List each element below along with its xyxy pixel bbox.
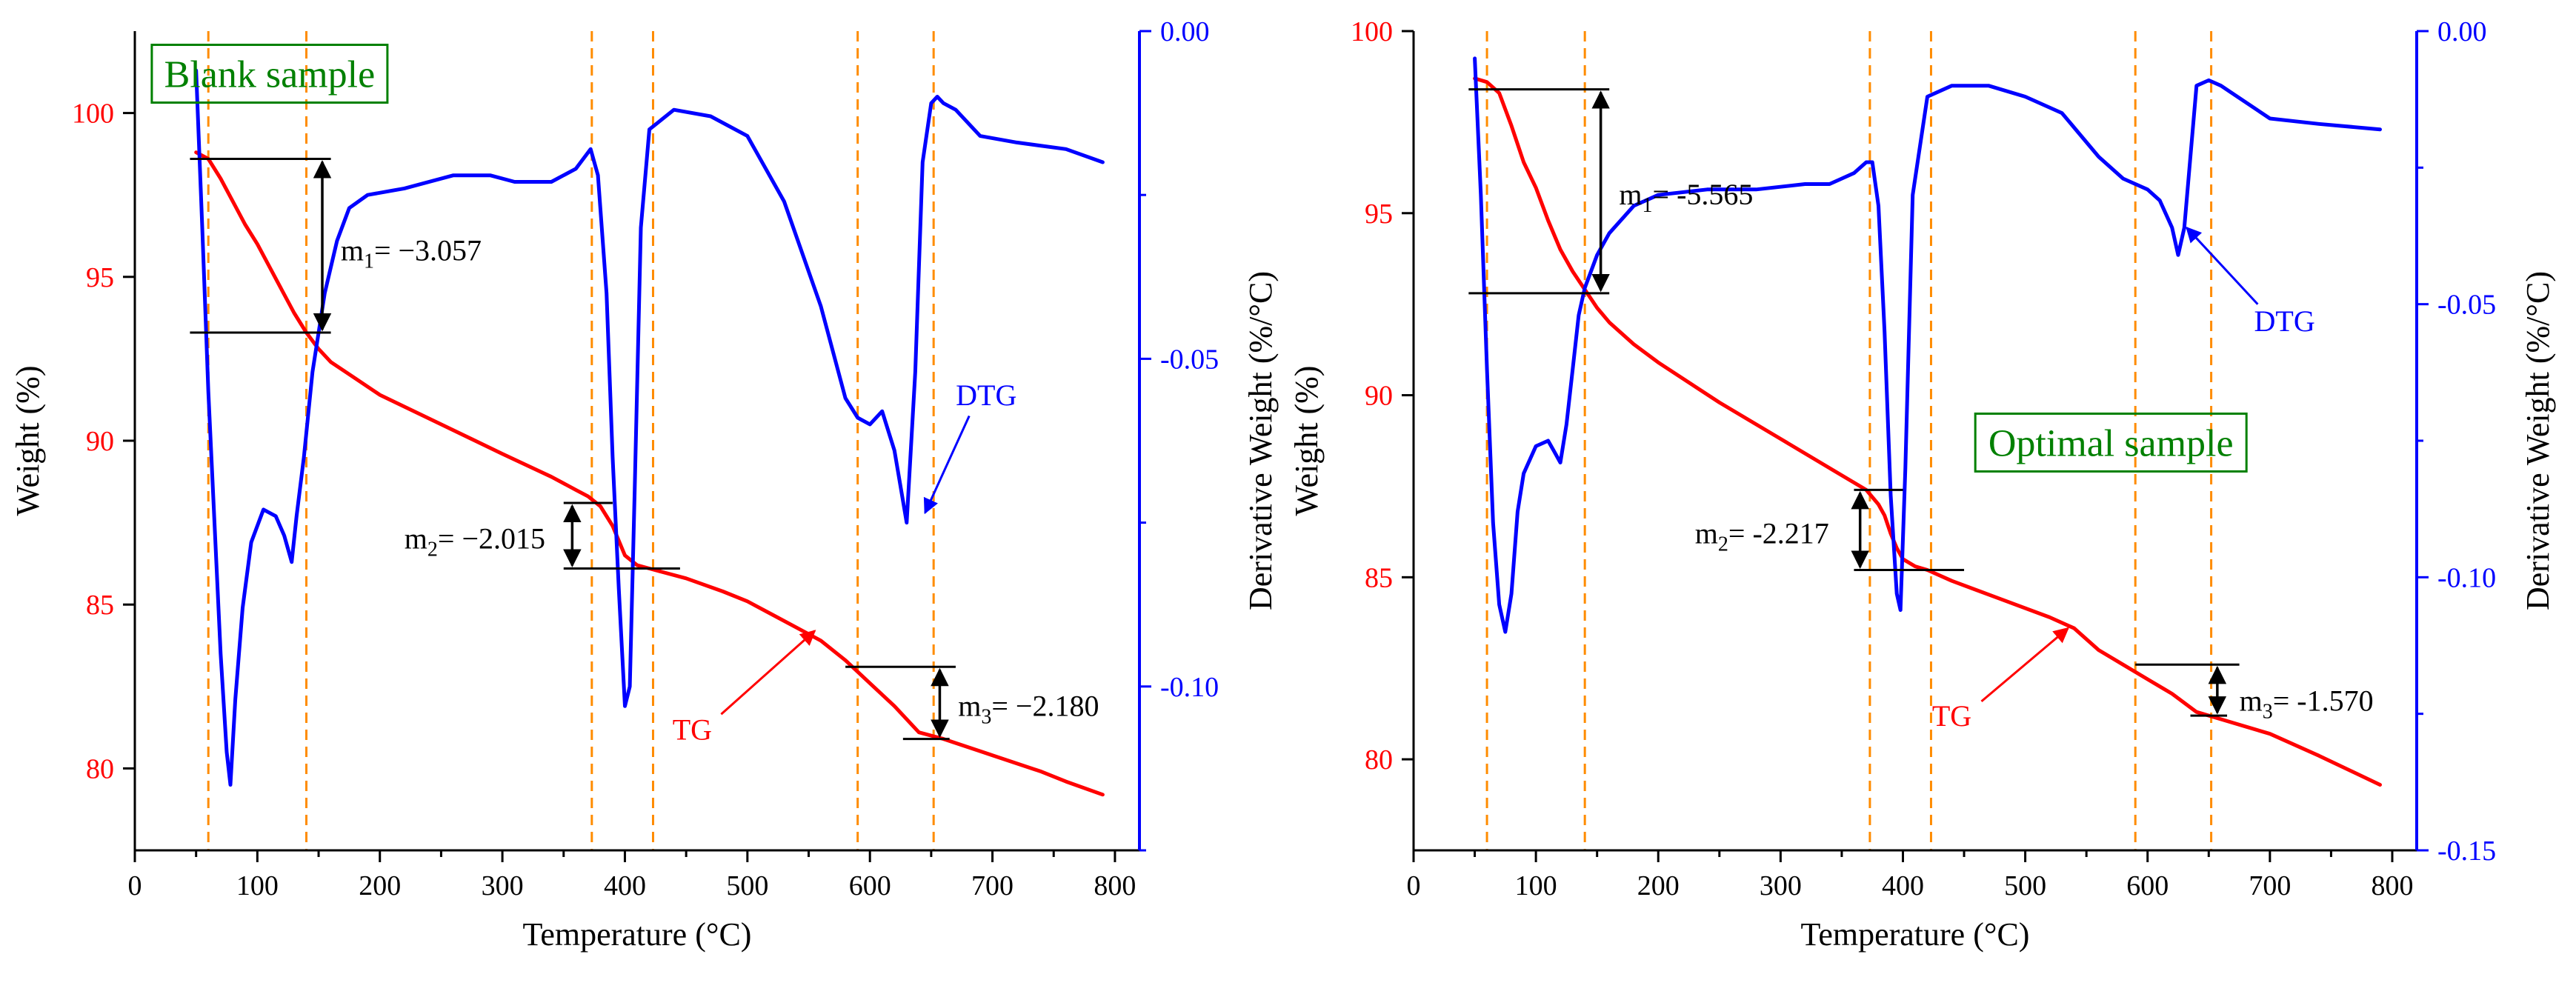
series-line-dtg <box>1473 56 2382 634</box>
y2-axis-label: Derivative Weight (%/°C) <box>1242 271 1279 610</box>
mass-loss-label: m2= -2.217 <box>1695 516 1829 556</box>
dtg-label: DTG <box>956 379 1016 412</box>
x-tick-label: 0 <box>128 870 142 901</box>
y-tick-label: 100 <box>1351 16 1393 47</box>
dtg-pointer-arrow <box>2186 226 2259 305</box>
sample-label: Optimal sample <box>1988 422 2234 464</box>
mass-symbol: m <box>341 233 364 267</box>
x-tick-label: 400 <box>1882 870 1924 901</box>
mass-value: = −2.015 <box>438 522 545 556</box>
x-tick-label: 400 <box>604 870 646 901</box>
x-tick-label: 600 <box>2126 870 2169 901</box>
y2-tick-label: -0.10 <box>1160 672 1219 703</box>
y2-tick-label: 0.00 <box>2437 16 2487 47</box>
tg-pointer-arrow <box>720 630 816 716</box>
mass-subscript: 2 <box>427 538 438 561</box>
x-tick-label: 200 <box>1637 870 1680 901</box>
mass-symbol: m <box>405 522 427 556</box>
x-tick-label: 700 <box>971 870 1014 901</box>
mass-value: = −3.057 <box>374 233 482 267</box>
y-tick-label: 95 <box>86 262 114 293</box>
mass-subscript: 3 <box>2263 700 2273 723</box>
y2-tick-label: -0.05 <box>1160 344 1219 375</box>
y-tick-label: 80 <box>86 753 114 784</box>
series-line-tg <box>1473 76 2382 787</box>
y-tick-label: 100 <box>72 99 114 130</box>
chart-panel-right: 0 100 200 300 400 500 600 700 800 80 85 90 95 100 0.00… <box>1288 16 2556 953</box>
y2-axis-label: Derivative Weight (%/°C) <box>2520 271 2556 610</box>
series-line-tg <box>194 150 1105 797</box>
x-tick-label: 800 <box>1094 870 1136 901</box>
y-axis-label: Weight (%) <box>1288 366 1325 516</box>
dtg-label: DTG <box>2254 304 2315 338</box>
mass-value: = −2.180 <box>991 689 1099 722</box>
x-tick-label: 800 <box>2371 870 2413 901</box>
mass-loss-label: m1= −3.057 <box>341 233 482 273</box>
sample-label-box <box>150 44 389 104</box>
mass-symbol: m <box>1695 516 1718 550</box>
y-tick-label: 90 <box>1365 381 1393 412</box>
x-tick-label: 500 <box>2004 870 2046 901</box>
mass-loss-label: m2= −2.015 <box>405 522 545 561</box>
mass-loss-label: m3= -1.570 <box>2240 684 2374 723</box>
y2-tick-label: -0.05 <box>2437 290 2496 321</box>
dtg-pointer-arrow <box>923 415 971 515</box>
mass-value: = -2.217 <box>1728 516 1829 550</box>
x-tick-label: 200 <box>359 870 401 901</box>
chart-panel-left: 0 100 200 300 400 500 600 700 800 80 85 90 95 100 0.00… <box>10 16 1279 953</box>
y-axis-label: Weight (%) <box>10 366 46 516</box>
x-axis-label: Temperature (°C) <box>1801 916 2030 953</box>
x-tick-label: 600 <box>849 870 891 901</box>
mass-loss-label: m3= −2.180 <box>958 689 1099 728</box>
y-tick-label: 85 <box>86 590 114 621</box>
x-tick-label: 100 <box>236 870 279 901</box>
y2-tick-label: -0.10 <box>2437 562 2496 593</box>
series-line-dtg <box>194 68 1105 787</box>
mass-loss-label: m1= -5.565 <box>1619 178 1753 217</box>
x-tick-label: 500 <box>726 870 768 901</box>
x-tick-label: 100 <box>1515 870 1557 901</box>
sample-label-box <box>1974 412 2248 473</box>
mass-symbol: m <box>958 689 981 722</box>
y-tick-label: 85 <box>1365 562 1393 593</box>
mass-symbol: m <box>1619 178 1642 211</box>
mass-subscript: 1 <box>1643 194 1653 217</box>
mass-symbol: m <box>2240 684 2263 717</box>
y-tick-label: 90 <box>86 426 114 457</box>
sample-label: Blank sample <box>164 54 376 96</box>
tg-label: TG <box>1932 699 1971 733</box>
x-tick-label: 300 <box>1760 870 1802 901</box>
y2-tick-label: 0.00 <box>1160 16 1210 47</box>
y-tick-label: 80 <box>1365 744 1393 776</box>
x-axis-label: Temperature (°C) <box>523 916 752 953</box>
x-tick-label: 700 <box>2249 870 2291 901</box>
mass-subscript: 3 <box>981 705 991 728</box>
mass-subscript: 1 <box>364 250 374 273</box>
tg-pointer-arrow <box>1980 627 2070 703</box>
x-tick-label: 0 <box>1407 870 1421 901</box>
mass-value: = -1.570 <box>2273 684 2374 717</box>
tg-label: TG <box>673 713 712 746</box>
mass-value: = -5.565 <box>1653 178 1754 211</box>
y2-tick-label: -0.15 <box>2437 836 2496 867</box>
x-tick-label: 300 <box>482 870 524 901</box>
y-tick-label: 95 <box>1365 199 1393 230</box>
mass-subscript: 2 <box>1718 533 1728 556</box>
